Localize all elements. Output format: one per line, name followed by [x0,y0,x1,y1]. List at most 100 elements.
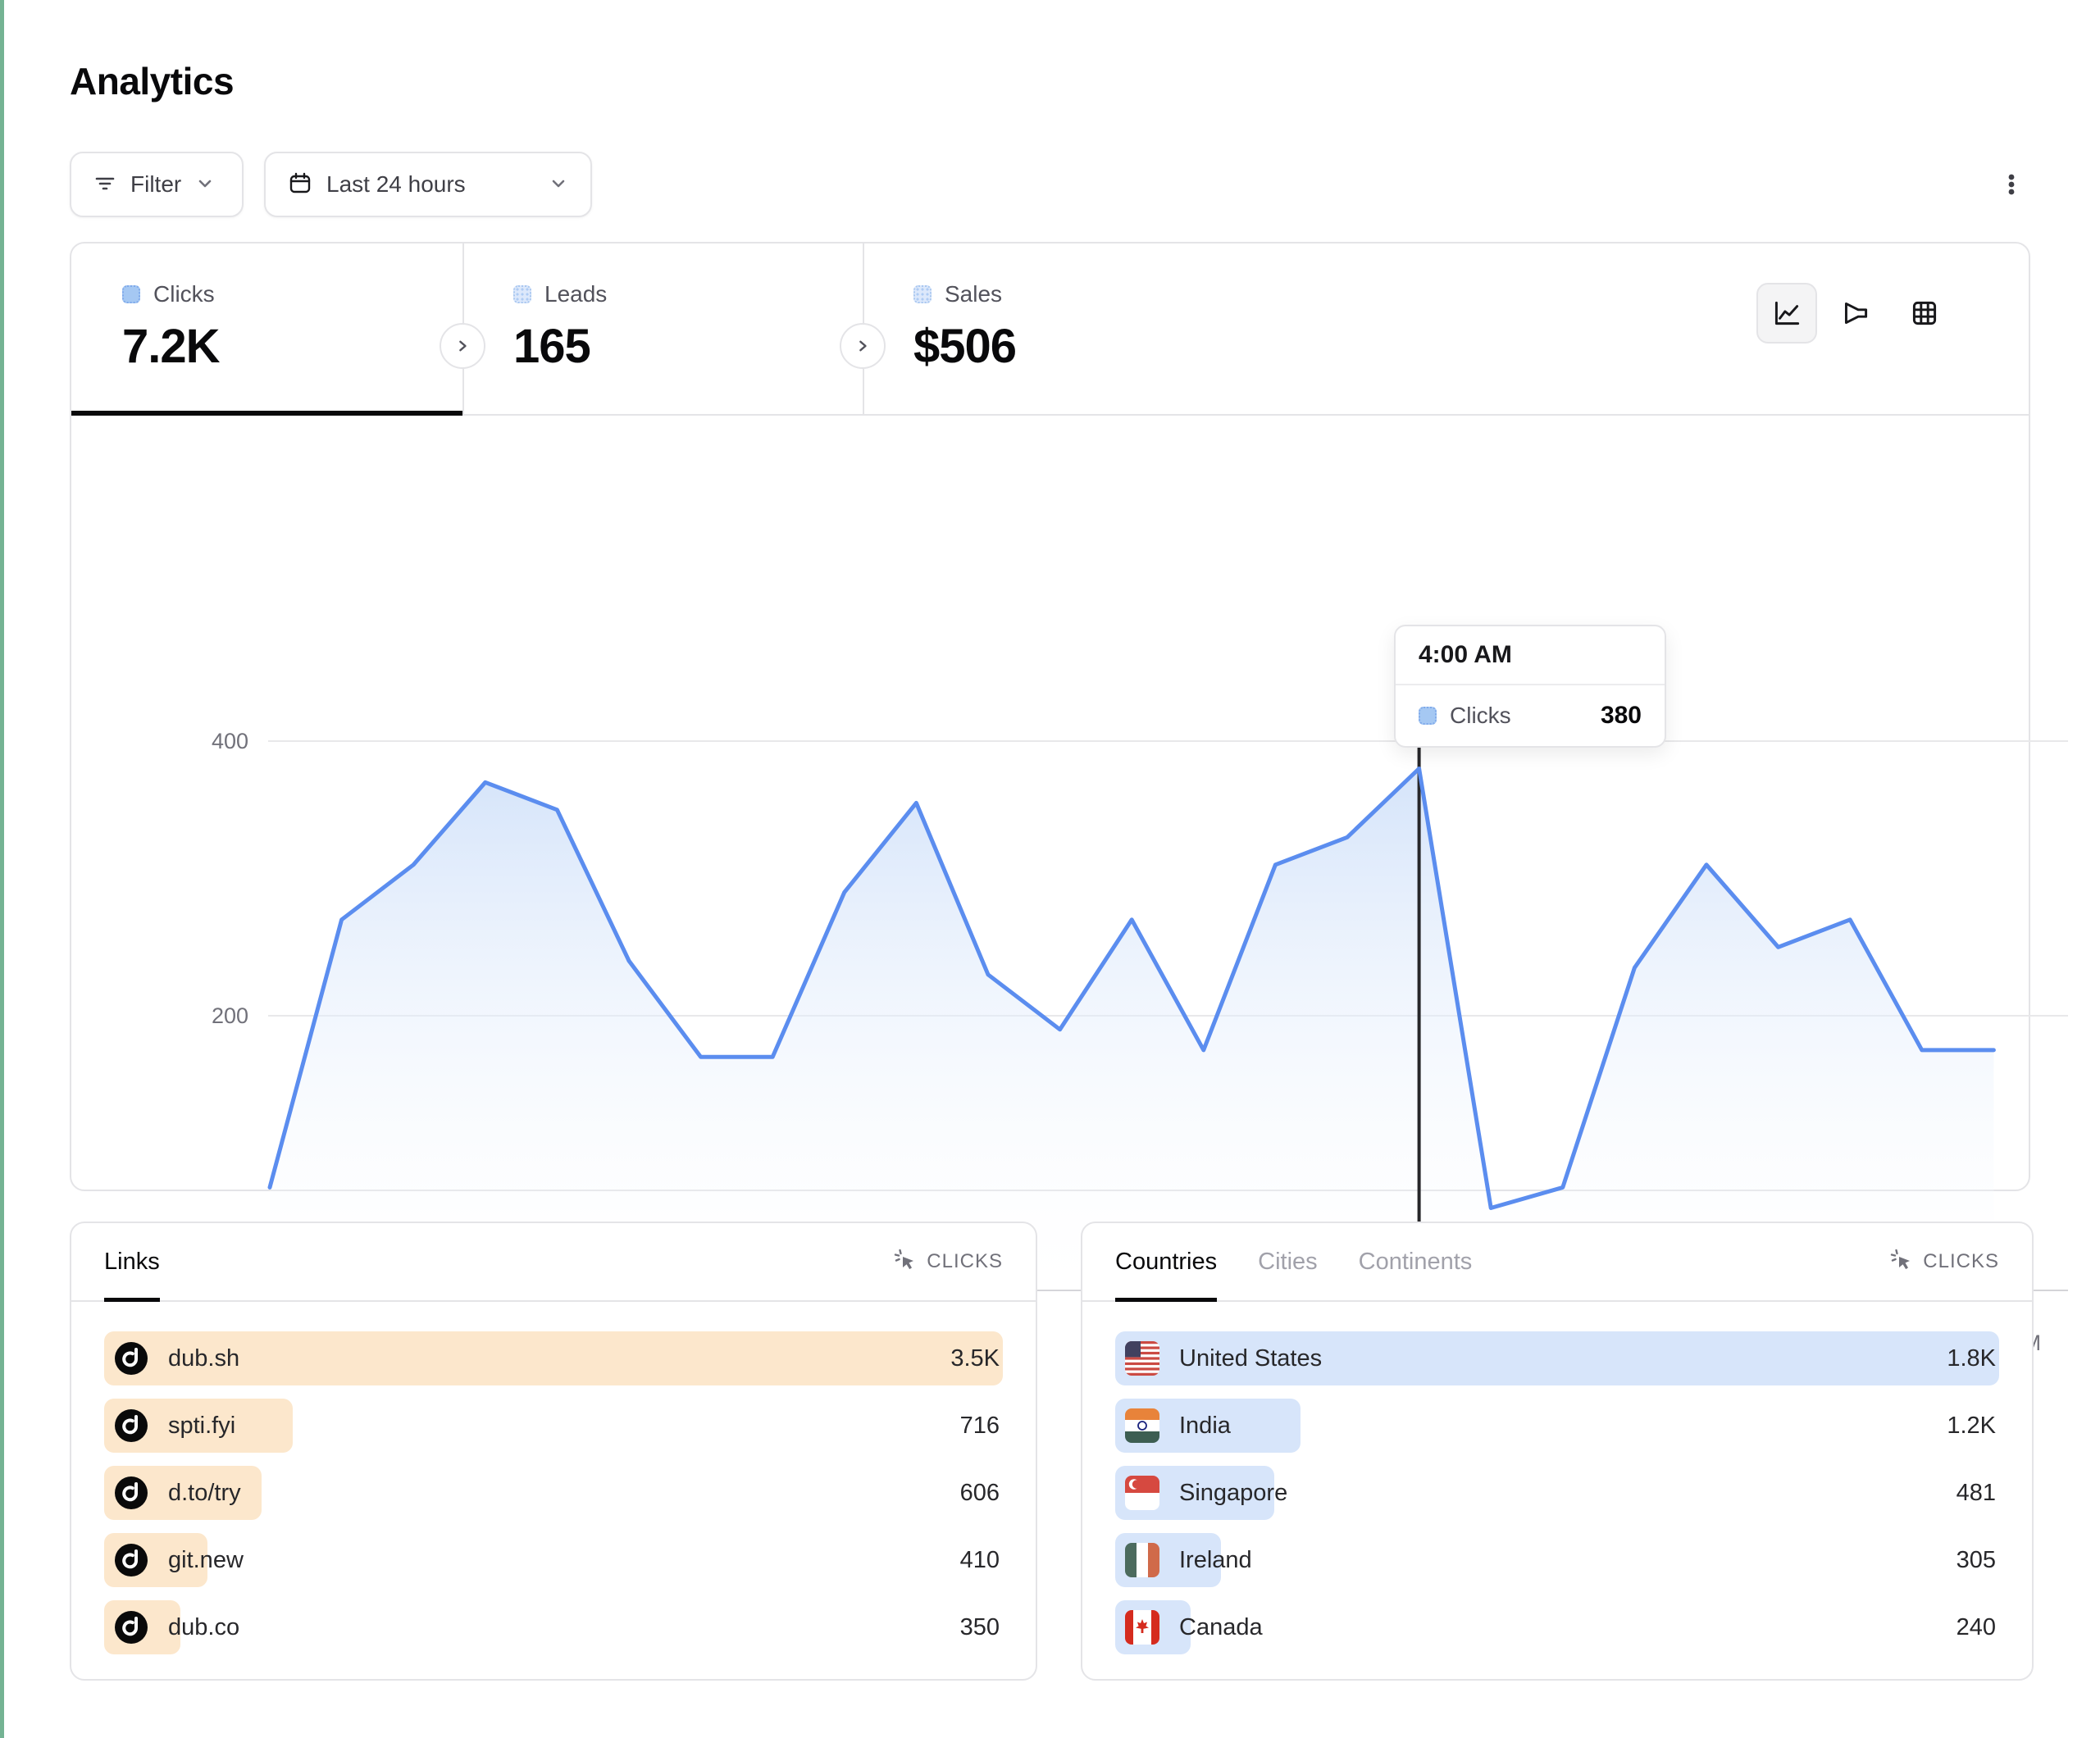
value-bar [104,1331,1003,1385]
filter-button[interactable]: Filter [70,152,244,217]
tab-sales[interactable]: Sales $506 [863,243,1289,414]
india-flag-icon [1125,1408,1159,1443]
item-label: United States [1179,1344,1323,1372]
dub-logo-icon [115,1342,148,1375]
item-label: git.new [168,1546,244,1573]
sales-tab-label: Sales [945,281,1003,307]
chart-tooltip: 4:00 AM Clicks 380 [1394,625,1666,748]
clicks-line-series [267,767,1996,1210]
item-value: 481 [1956,1479,1996,1506]
list-item[interactable]: spti.fyi 716 [104,1399,1003,1453]
filter-icon [93,171,117,198]
item-value: 716 [959,1412,1000,1439]
tooltip-series-swatch [1419,707,1437,725]
dub-logo-icon [115,1611,148,1644]
item-value: 1.8K [1947,1344,1996,1372]
funnel-chart-toggle-button[interactable] [1825,283,1886,344]
leads-legend-swatch [513,285,531,303]
y-axis-tick-label: 400 [212,729,248,753]
list-item[interactable]: d.to/try 606 [104,1466,1003,1520]
more-options-button[interactable] [1980,156,2043,215]
cursor-click-icon [892,1247,917,1277]
geo-list: United States 1.8K India 1.2K Singapore 481 Ir… [1082,1302,2032,1654]
item-value: 305 [1956,1546,1996,1573]
sales-legend-swatch [913,285,932,303]
cursor-click-icon [1888,1247,1913,1277]
country-flag-icon [1125,1476,1159,1510]
links-metric-label: CLICKS [927,1250,1003,1272]
kebab-menu-icon [1998,171,2025,201]
date-range-button[interactable]: Last 24 hours [264,152,592,217]
clicks-legend-swatch [122,285,140,303]
list-item[interactable]: Canada 240 [1115,1600,1999,1654]
link-favicon [114,1408,148,1443]
date-range-label: Last 24 hours [326,171,466,197]
item-value: 3.5K [950,1344,1000,1372]
sales-tab-value: $506 [913,320,1017,373]
item-label: Ireland [1179,1546,1252,1573]
ireland-flag-icon [1125,1543,1159,1577]
tab-cities[interactable]: Cities [1258,1248,1318,1275]
line-chart-toggle-button[interactable] [1756,283,1817,344]
country-flag-icon [1125,1341,1159,1376]
tab-leads[interactable]: Leads 165 [462,243,863,414]
tab-links[interactable]: Links [104,1223,160,1302]
leads-tab-label: Leads [544,281,608,307]
dub-logo-icon [115,1409,148,1442]
item-value: 410 [959,1546,1000,1573]
canada-flag-icon [1125,1610,1159,1645]
list-item[interactable]: Ireland 305 [1115,1533,1999,1587]
page-title: Analytics [70,60,235,102]
item-label: Canada [1179,1613,1263,1640]
country-flag-icon [1125,1543,1159,1577]
list-item[interactable]: India 1.2K [1115,1399,1999,1453]
list-item[interactable]: git.new 410 [104,1533,1003,1587]
tooltip-value: 380 [1600,702,1642,729]
tab-clicks[interactable]: Clicks 7.2K [71,243,462,416]
list-item[interactable]: Singapore 481 [1115,1466,1999,1520]
item-label: Singapore [1179,1479,1288,1506]
item-label: d.to/try [168,1479,241,1506]
link-favicon [114,1543,148,1577]
y-axis-tick-label: 200 [212,1003,248,1028]
value-bar [1115,1331,1999,1385]
links-list: dub.sh 3.5K spti.fyi 716 d.to/try 606 git.new 4… [71,1302,1036,1654]
list-item[interactable]: United States 1.8K [1115,1331,1999,1385]
links-panel: Links CLICKS dub.sh 3.5K spti.fyi 716 d.to/t… [70,1222,1037,1681]
area-fill [270,768,1994,1290]
geo-metric-selector[interactable]: CLICKS [1888,1247,1999,1277]
geo-panel-header: Countries Cities Continents CLICKS [1082,1223,2032,1302]
item-value: 606 [959,1479,1000,1506]
tab-countries[interactable]: Countries [1115,1223,1218,1302]
country-flag-icon [1125,1408,1159,1443]
stat-tabs-row: Clicks 7.2K Leads 165 Sales $506 [71,243,2029,416]
chart-type-toggles [1756,283,1955,344]
expand-sales-button[interactable] [840,323,886,369]
link-favicon [114,1341,148,1376]
list-item[interactable]: dub.co 350 [104,1600,1003,1654]
active-tab-underline [71,411,462,416]
main-chart-card: Clicks 7.2K Leads 165 Sales $506 [70,242,2068,1355]
link-favicon [114,1476,148,1510]
geo-panel: Countries Cities Continents CLICKS United … [1081,1222,2034,1681]
link-favicon [114,1610,148,1645]
chevron-down-icon [548,173,569,197]
us-flag-icon [1125,1341,1159,1376]
item-value: 1.2K [1947,1412,1996,1439]
dub-logo-icon [115,1476,148,1509]
country-flag-icon [1125,1610,1159,1645]
calendar-icon [287,171,313,199]
window-edge-strip [0,0,4,1738]
links-panel-header: Links CLICKS [71,1223,1036,1302]
clicks-tab-value: 7.2K [122,320,221,373]
dub-logo-icon [115,1544,148,1576]
singapore-flag-icon [1125,1476,1159,1510]
chevron-down-icon [194,173,216,197]
item-label: dub.co [168,1613,240,1640]
expand-leads-button[interactable] [440,323,485,369]
tab-continents[interactable]: Continents [1358,1248,1473,1275]
list-item[interactable]: dub.sh 3.5K [104,1331,1003,1385]
links-metric-selector[interactable]: CLICKS [892,1247,1003,1277]
table-view-toggle-button[interactable] [1894,283,1955,344]
